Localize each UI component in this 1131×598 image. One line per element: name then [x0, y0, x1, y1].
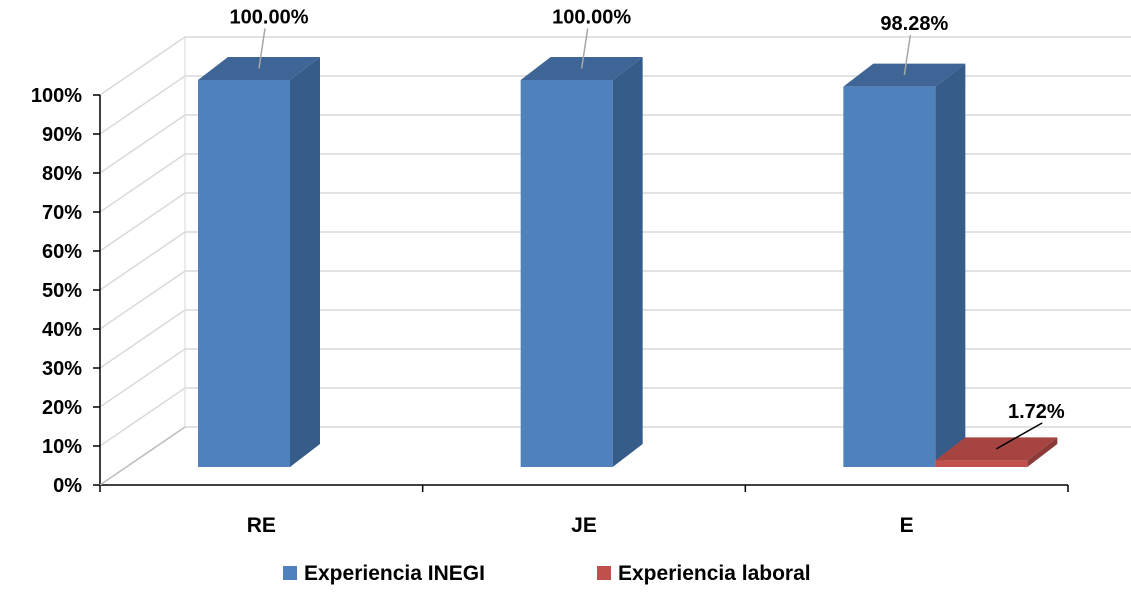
- axes: [93, 94, 1069, 492]
- gridline-depth: [99, 192, 186, 252]
- data-label-leader: [995, 422, 1043, 450]
- bars: [198, 57, 1058, 467]
- bar: [198, 80, 290, 467]
- bar-side: [1027, 437, 1058, 467]
- legend-swatch: [597, 566, 611, 580]
- data-labels: 100.00% 100.00% 98.28% 1.72%: [230, 7, 1065, 450]
- gridline-depth: [99, 387, 186, 447]
- y-tick-label: 90%: [42, 124, 82, 146]
- bar-side: [612, 57, 643, 467]
- y-tick-label: 100%: [31, 85, 82, 107]
- bar-side: [290, 57, 320, 467]
- x-category-label: JE: [571, 514, 597, 537]
- y-tick-label: 50%: [42, 280, 82, 302]
- data-label: 100.00%: [552, 7, 631, 29]
- gridline-depth: [99, 270, 186, 330]
- legend-swatch: [283, 566, 297, 580]
- data-label-leader: [258, 28, 266, 69]
- data-label-leader: [903, 35, 912, 76]
- y-tick-label: 70%: [42, 202, 82, 224]
- bar-side: [935, 63, 966, 467]
- bar: [843, 86, 936, 467]
- gridlines: [99, 36, 1131, 486]
- gridline-depth: [99, 309, 186, 369]
- x-category-label: E: [900, 514, 914, 537]
- x-category-label: RE: [247, 514, 276, 537]
- gridline-depth: [99, 231, 186, 291]
- bar: [935, 460, 1028, 467]
- gridline-depth: [99, 36, 186, 96]
- legend: Experiencia INEGI Experiencia laboral: [283, 562, 811, 585]
- y-tick-label: 0%: [53, 475, 82, 497]
- gridline-depth: [99, 114, 186, 174]
- floor-edge: [99, 426, 186, 486]
- legend-label: Experiencia INEGI: [304, 562, 485, 585]
- gridline-depth: [99, 153, 186, 213]
- data-label: 1.72%: [1008, 401, 1065, 423]
- x-axis-categories: RE JE E: [247, 514, 914, 537]
- y-tick-label: 20%: [42, 397, 82, 419]
- y-axis-ticks: 0% 10% 20% 30% 40% 50% 60% 70% 80% 90% 100%: [31, 85, 82, 497]
- y-tick-label: 40%: [42, 319, 82, 341]
- gridline-depth: [99, 75, 186, 135]
- legend-label: Experiencia laboral: [618, 562, 811, 585]
- y-tick-label: 60%: [42, 241, 82, 263]
- data-label: 100.00%: [230, 7, 309, 29]
- y-tick-label: 30%: [42, 358, 82, 380]
- gridline-depth: [99, 348, 186, 408]
- bar: [520, 80, 613, 467]
- y-tick-label: 10%: [42, 436, 82, 458]
- data-label-leader: [580, 28, 589, 69]
- y-tick-label: 80%: [42, 163, 82, 185]
- data-label: 98.28%: [880, 13, 948, 35]
